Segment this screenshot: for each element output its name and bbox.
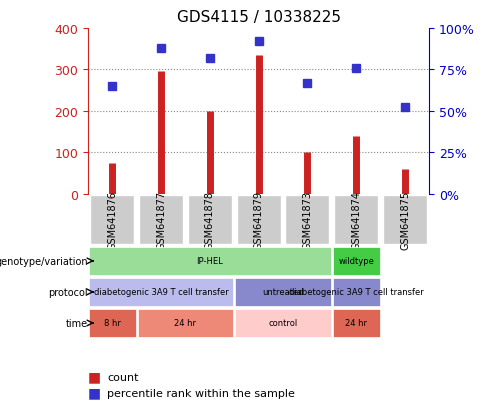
FancyBboxPatch shape	[235, 309, 331, 337]
Text: 24 hr: 24 hr	[174, 319, 197, 328]
Text: wildtype: wildtype	[338, 257, 374, 266]
Text: control: control	[268, 319, 298, 328]
FancyBboxPatch shape	[139, 195, 183, 244]
FancyBboxPatch shape	[89, 247, 331, 275]
Text: protocol: protocol	[48, 287, 88, 297]
Text: 8 hr: 8 hr	[104, 319, 121, 328]
FancyBboxPatch shape	[89, 309, 136, 337]
FancyBboxPatch shape	[188, 195, 232, 244]
Text: time: time	[66, 318, 88, 328]
FancyBboxPatch shape	[235, 278, 331, 306]
FancyBboxPatch shape	[333, 247, 380, 275]
FancyBboxPatch shape	[237, 195, 281, 244]
Text: GSM641879: GSM641879	[254, 190, 264, 249]
Text: GSM641875: GSM641875	[400, 190, 410, 249]
FancyBboxPatch shape	[333, 278, 380, 306]
Text: percentile rank within the sample: percentile rank within the sample	[107, 389, 295, 399]
Text: ■: ■	[88, 369, 101, 383]
Text: diabetogenic 3A9 T cell transfer: diabetogenic 3A9 T cell transfer	[289, 288, 424, 297]
Text: GSM641873: GSM641873	[303, 190, 312, 249]
FancyBboxPatch shape	[90, 195, 134, 244]
FancyBboxPatch shape	[138, 309, 233, 337]
Text: genotype/variation: genotype/variation	[0, 256, 88, 266]
Text: GSM641874: GSM641874	[351, 190, 361, 249]
Text: ■: ■	[88, 385, 101, 399]
Text: 24 hr: 24 hr	[345, 319, 367, 328]
Text: count: count	[107, 372, 139, 382]
FancyBboxPatch shape	[333, 309, 380, 337]
Text: GSM641876: GSM641876	[107, 190, 117, 249]
FancyBboxPatch shape	[89, 278, 233, 306]
Text: untreated: untreated	[262, 288, 304, 297]
FancyBboxPatch shape	[334, 195, 378, 244]
FancyBboxPatch shape	[383, 195, 427, 244]
Text: GSM641877: GSM641877	[156, 190, 166, 249]
Text: GSM641878: GSM641878	[205, 190, 215, 249]
Text: diabetogenic 3A9 T cell transfer: diabetogenic 3A9 T cell transfer	[94, 288, 228, 297]
FancyBboxPatch shape	[285, 195, 329, 244]
Text: IP-HEL: IP-HEL	[197, 257, 223, 266]
Title: GDS4115 / 10338225: GDS4115 / 10338225	[177, 10, 341, 25]
